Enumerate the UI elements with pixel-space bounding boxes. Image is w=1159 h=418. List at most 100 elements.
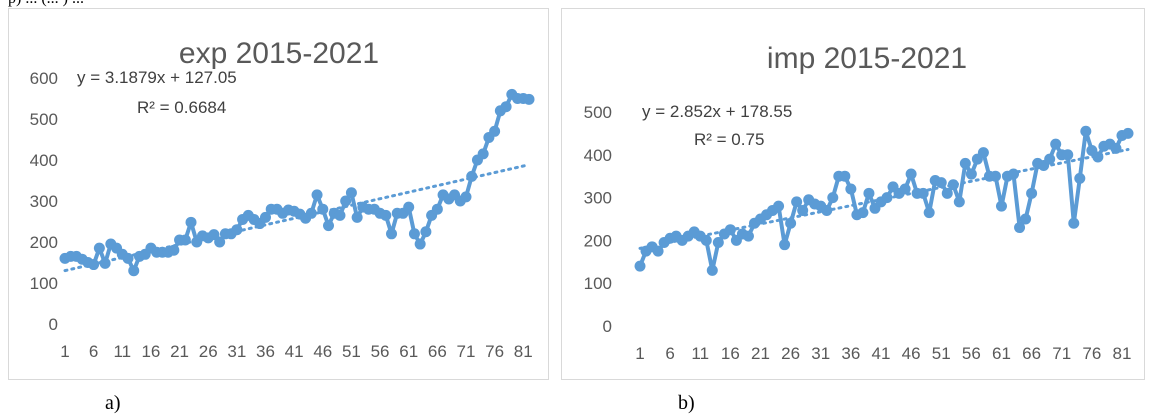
x-tick-label: 1 [635, 344, 644, 363]
chart-title: imp 2015-2021 [767, 42, 967, 75]
data-point [917, 187, 929, 199]
trendline-equation: y = 2.852x + 178.55 [642, 102, 792, 121]
x-tick-label: 11 [691, 344, 709, 363]
x-tick-label: 46 [313, 342, 332, 361]
data-point [959, 157, 971, 169]
data-point [797, 204, 809, 216]
caption-a: a) [105, 392, 121, 414]
data-point [466, 170, 478, 182]
data-point [420, 226, 432, 238]
x-tick-label: 61 [992, 344, 1011, 363]
data-point [340, 195, 352, 207]
y-tick-label: 400 [30, 151, 58, 170]
data-point [334, 209, 346, 221]
data-point [1080, 125, 1092, 137]
trendline-equation: y = 3.1879x + 127.05 [77, 68, 237, 87]
data-point [122, 252, 134, 264]
data-point [965, 168, 977, 180]
x-tick-label: 41 [285, 342, 304, 361]
data-point [317, 203, 329, 215]
y-tick-label: 200 [584, 231, 612, 250]
caption-b: b) [678, 392, 695, 414]
data-point [88, 259, 100, 271]
data-point [773, 200, 785, 212]
x-tick-label: 76 [485, 342, 504, 361]
chart-title: exp 2015-2021 [179, 37, 379, 70]
data-point [208, 229, 220, 241]
x-tick-label: 66 [428, 342, 447, 361]
data-point [408, 228, 420, 240]
data-point [477, 148, 489, 160]
y-tick-label: 600 [30, 69, 58, 88]
data-point [1074, 172, 1086, 184]
data-point [403, 201, 415, 213]
y-tick-label: 400 [584, 146, 612, 165]
data-point [700, 234, 712, 246]
data-point [179, 234, 191, 246]
x-tick-label: 21 [751, 344, 770, 363]
data-point [1068, 217, 1080, 229]
data-point [305, 207, 317, 219]
x-tick-label: 26 [199, 342, 218, 361]
data-point [899, 183, 911, 195]
x-tick-label: 71 [457, 342, 476, 361]
data-point [214, 236, 226, 248]
data-point [935, 177, 947, 189]
data-point [351, 211, 363, 223]
data-point [523, 93, 535, 105]
data-point [259, 211, 271, 223]
data-point [839, 170, 851, 182]
data-point [93, 242, 105, 254]
y-tick-label: 100 [584, 274, 612, 293]
data-point [995, 200, 1007, 212]
data-point [923, 207, 935, 219]
clipped-caption-text: p) ... (... ) ... [0, 0, 520, 8]
y-tick-label: 500 [584, 103, 612, 122]
x-tick-label: 31 [811, 344, 830, 363]
data-point [1062, 149, 1074, 161]
data-point [1020, 213, 1032, 225]
data-point [1122, 127, 1134, 139]
x-tick-label: 1 [60, 342, 69, 361]
data-point [231, 224, 243, 236]
data-point [724, 224, 736, 236]
x-tick-label: 81 [514, 342, 533, 361]
data-point [500, 101, 512, 113]
chart-panel-exp: exp 2015-2021 0 100 200 300 400 500 600 1 6 11 16 21… [8, 8, 549, 380]
series-line [64, 92, 530, 273]
y-tick-label: 500 [30, 110, 58, 129]
data-point [785, 217, 797, 229]
data-point [821, 204, 833, 216]
data-point [99, 257, 111, 269]
data-point [386, 228, 398, 240]
x-tick-label: 26 [781, 344, 800, 363]
x-tick-label: 81 [1113, 344, 1132, 363]
x-tick-label: 51 [932, 344, 951, 363]
data-point [1014, 222, 1026, 234]
data-point [953, 196, 965, 208]
trendline-r2: R² = 0.75 [694, 130, 764, 149]
y-tick-label: 300 [30, 192, 58, 211]
data-point [431, 203, 443, 215]
x-tick-label: 16 [721, 344, 740, 363]
data-point [712, 237, 724, 249]
data-point [460, 191, 472, 203]
data-point [168, 244, 180, 256]
data-point [827, 192, 839, 204]
x-tick-label: 16 [141, 342, 160, 361]
data-point [845, 183, 857, 195]
trendline-r2: R² = 0.6684 [137, 98, 226, 117]
data-point [323, 220, 335, 232]
data-point [380, 209, 392, 221]
x-tick-label: 36 [841, 344, 860, 363]
data-point [742, 230, 754, 242]
y-tick-label: 200 [30, 233, 58, 252]
data-point [941, 187, 953, 199]
x-tick-label: 51 [342, 342, 361, 361]
x-tick-label: 31 [227, 342, 246, 361]
data-point [857, 207, 869, 219]
data-point [989, 170, 1001, 182]
data-point [345, 187, 357, 199]
